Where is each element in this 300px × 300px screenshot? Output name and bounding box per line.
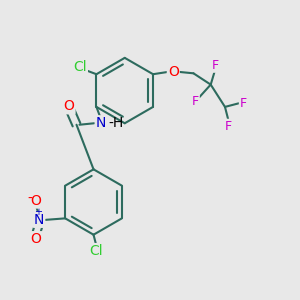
Text: N: N (96, 116, 106, 130)
Text: -H: -H (108, 116, 123, 130)
Text: F: F (211, 59, 218, 72)
Text: F: F (225, 120, 232, 133)
Text: O: O (31, 232, 41, 246)
Text: O: O (31, 194, 41, 208)
Text: -: - (27, 192, 32, 206)
Text: Cl: Cl (73, 60, 87, 74)
Text: F: F (240, 97, 247, 110)
Text: F: F (192, 95, 199, 108)
Text: O: O (168, 65, 179, 79)
Text: +: + (34, 207, 42, 218)
Text: O: O (64, 99, 74, 113)
Text: Cl: Cl (90, 244, 103, 258)
Text: N: N (34, 213, 44, 227)
